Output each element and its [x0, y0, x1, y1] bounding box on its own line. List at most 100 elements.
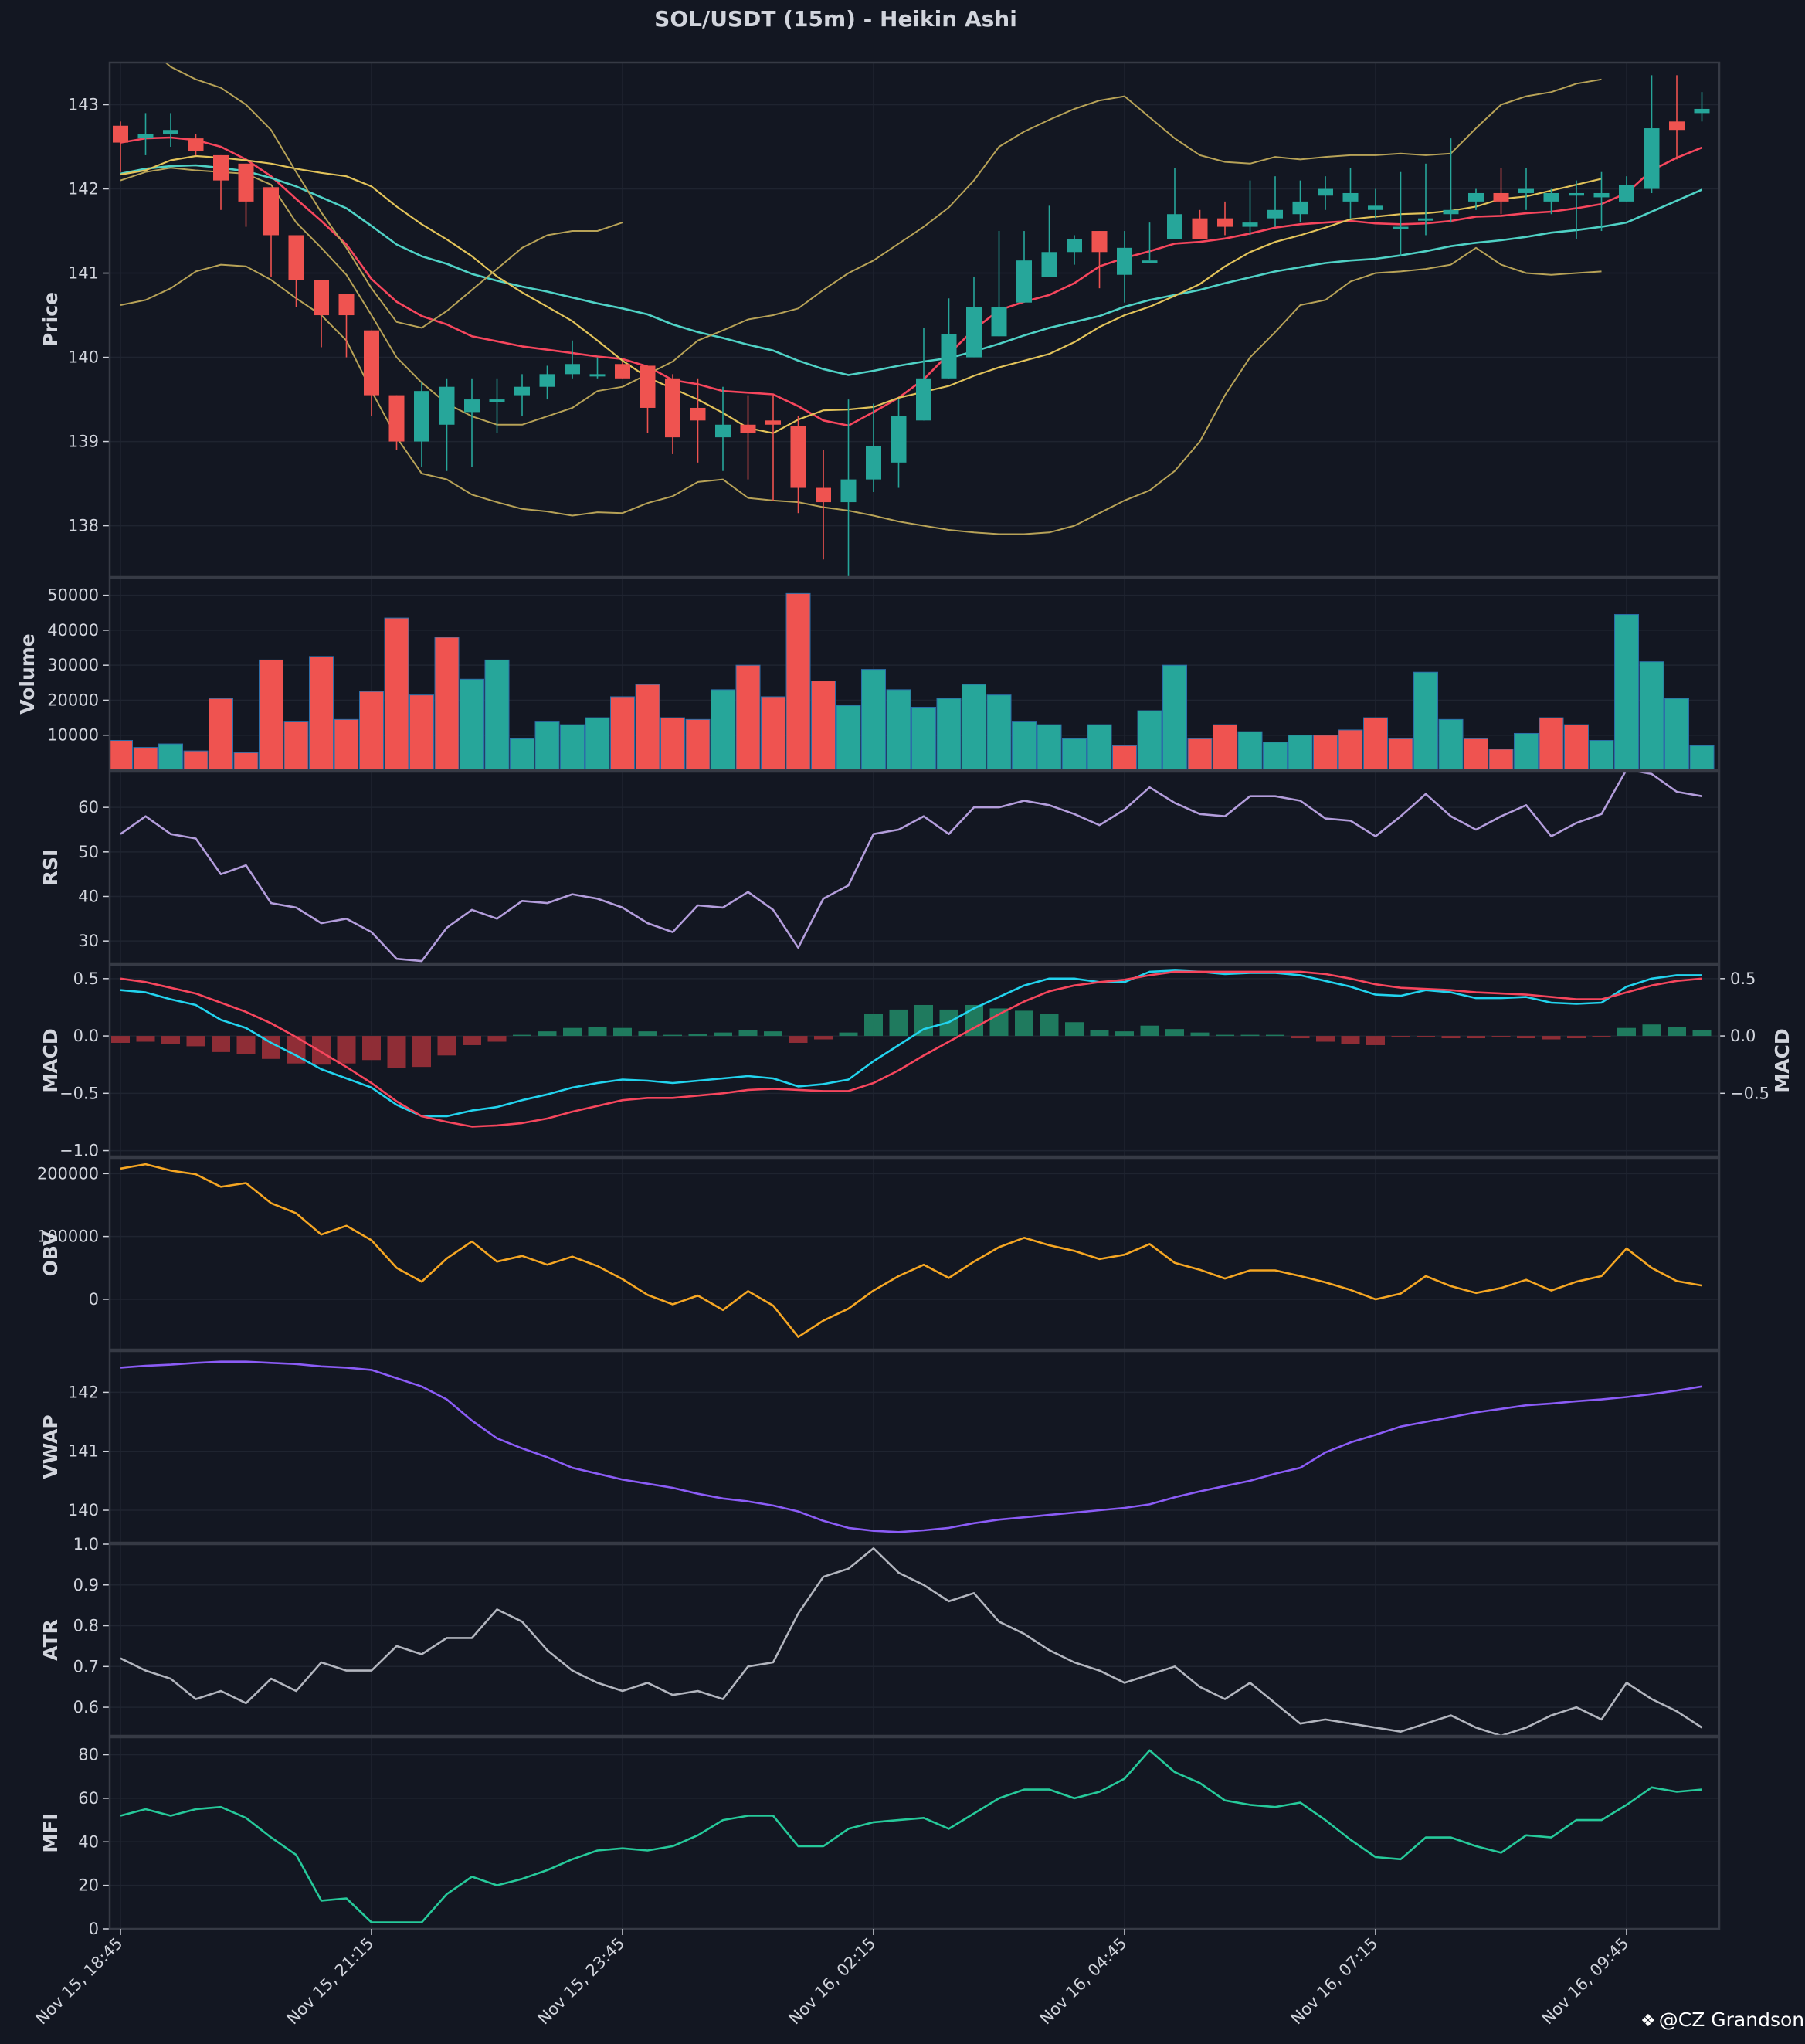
atr-content — [120, 1547, 1703, 1736]
volume-bar — [1187, 738, 1213, 770]
volume-bar — [110, 740, 133, 770]
obv-panel: 0 100000 200000 OBV — [37, 1156, 1721, 1351]
x-tick-label: Nov 15, 21:15 — [283, 1934, 378, 2029]
macd-histogram-bar — [1090, 1030, 1109, 1037]
macd-histogram-bar — [1240, 1034, 1260, 1037]
macd-histogram-bar — [136, 1036, 155, 1042]
x-tick-label: Nov 15, 23:45 — [534, 1934, 629, 2029]
candle-body — [1318, 188, 1333, 196]
volume-content — [110, 592, 1715, 770]
price-y-tick-label: 139 — [68, 433, 99, 451]
mfi-line — [120, 1749, 1702, 1923]
candle-body — [113, 125, 128, 143]
volume-bar — [1488, 749, 1514, 770]
price-panel-frame — [108, 61, 1721, 578]
candle-body — [1543, 192, 1559, 202]
volume-bar — [484, 659, 510, 770]
candle-body — [489, 399, 505, 402]
obv-y-tick-label: 200000 — [37, 1164, 99, 1183]
macd-histogram-bar — [814, 1036, 833, 1040]
candle-body — [1493, 192, 1509, 202]
volume-bar — [434, 637, 460, 770]
vwap-line — [120, 1360, 1702, 1533]
rsi-line — [120, 772, 1702, 963]
macd-y-tick-label: −1.0 — [59, 1142, 99, 1160]
candle-body — [1192, 218, 1208, 239]
volume-bar — [1237, 731, 1263, 770]
price-y-tick-label: 141 — [68, 264, 99, 283]
macd-histogram-bar — [538, 1031, 557, 1037]
macd-histogram-bar — [864, 1014, 883, 1037]
candle-body — [1067, 239, 1082, 253]
volume-bar — [610, 696, 635, 770]
volume-y-tick-label: 50000 — [47, 586, 99, 605]
x-tick-label: Nov 16, 04:45 — [1037, 1934, 1131, 2029]
candle-body — [740, 424, 756, 433]
volume-bar — [886, 689, 911, 770]
macd-y-axis-label: MACD — [39, 1028, 62, 1092]
macd-histogram-bar — [1115, 1031, 1134, 1037]
candle-body — [916, 378, 931, 421]
obv-panel-frame — [108, 1156, 1721, 1351]
mfi-y-tick-label: 40 — [78, 1832, 99, 1851]
macd-histogram-bar — [337, 1036, 356, 1064]
vwap-y-tick-label: 140 — [68, 1501, 99, 1519]
volume-bar — [711, 689, 735, 770]
mfi-panel-bg — [110, 1737, 1719, 1929]
candle-body — [1694, 108, 1710, 114]
volume-bar — [460, 678, 484, 770]
volume-bar — [359, 691, 384, 770]
macd-histogram-bar — [764, 1031, 782, 1037]
rsi-y-tick-label: 60 — [78, 798, 99, 817]
macd-histogram-bar — [1341, 1036, 1360, 1044]
volume-bar — [309, 656, 334, 770]
macd-histogram-bar — [111, 1036, 130, 1043]
volume-bar — [384, 617, 409, 770]
candle-body — [966, 307, 982, 358]
candle-body — [1041, 252, 1057, 277]
volume-bar — [1589, 740, 1614, 770]
candle-body — [1167, 214, 1182, 239]
candle-body — [640, 365, 656, 408]
volume-bar — [811, 681, 836, 770]
macd-histogram-bar — [1441, 1036, 1461, 1039]
macd-histogram-bar — [663, 1034, 682, 1037]
volume-bar — [1037, 724, 1062, 770]
candle-body — [1267, 209, 1283, 219]
volume-panel-frame — [108, 576, 1721, 772]
macd-y-tick-label-right: 0.0 — [1730, 1027, 1756, 1045]
candle-body — [1368, 205, 1383, 210]
volume-bar — [1112, 745, 1137, 770]
price-panel: 138 139 140 141 142 143 Price — [39, 61, 1721, 578]
obv-content — [120, 1163, 1702, 1338]
candle-body — [1117, 247, 1132, 275]
obv-y-tick-label: 100000 — [37, 1227, 99, 1246]
binance-logo-icon: ❖ — [1640, 2012, 1656, 2031]
vwap-panel-frame — [108, 1350, 1721, 1544]
atr-y-tick-label: 0.7 — [73, 1657, 99, 1676]
macd-histogram-bar — [312, 1036, 331, 1065]
volume-bar — [785, 592, 811, 770]
atr-y-tick-label: 0.9 — [73, 1576, 99, 1594]
candle-body — [1644, 128, 1660, 189]
volume-bar — [133, 747, 158, 770]
candle-body — [137, 134, 154, 139]
macd-histogram-bar — [513, 1034, 531, 1037]
volume-bar — [861, 669, 886, 770]
macd-histogram-bar — [563, 1027, 582, 1037]
volume-bar — [1363, 717, 1388, 770]
watermark-text: @CZ Grandson — [1658, 2008, 1805, 2031]
candle-body — [1142, 260, 1158, 263]
macd-y-tick-label-right: 0.5 — [1730, 969, 1756, 988]
volume-bar — [510, 738, 534, 770]
candle-body — [866, 446, 881, 480]
candle-body — [514, 386, 530, 396]
volume-bar — [1313, 735, 1338, 770]
volume-bar — [1087, 724, 1112, 770]
volume-y-axis-label: Volume — [16, 633, 39, 715]
macd-y-tick-label: 0.5 — [73, 969, 99, 988]
macd-panel: −1.0 −0.5 0.0 0.5 −0.5 0.0 0.5 MACD MACD — [39, 963, 1793, 1160]
volume-bar — [1664, 698, 1689, 770]
volume-bar — [560, 724, 585, 770]
